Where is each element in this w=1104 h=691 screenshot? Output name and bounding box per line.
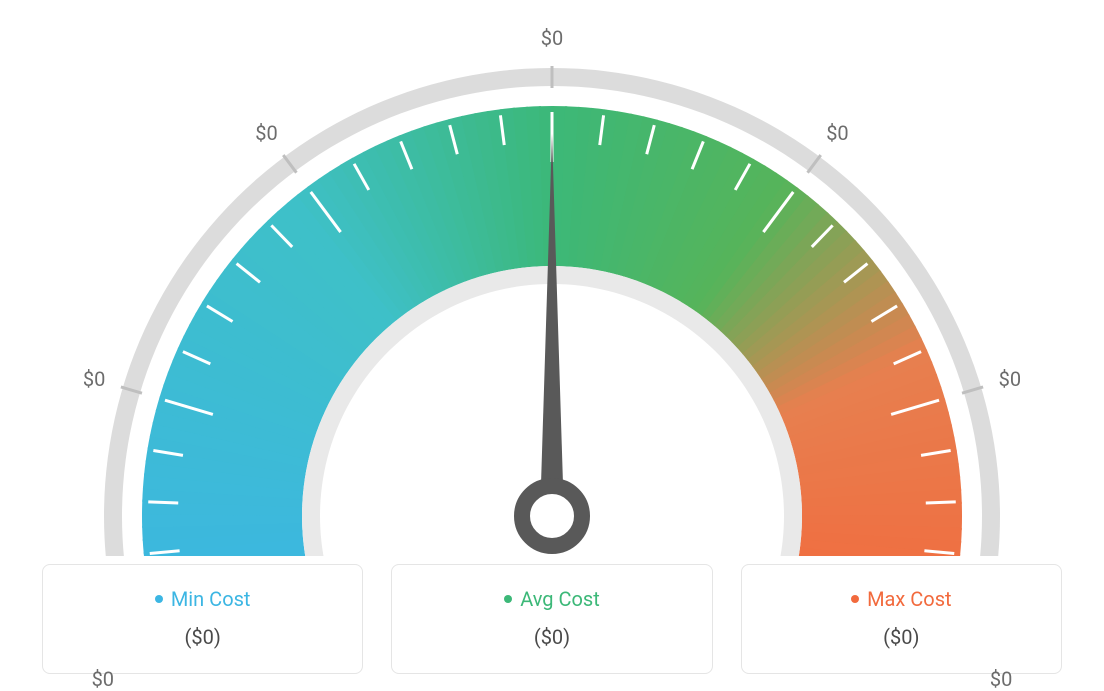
gauge-tick-label: $0 <box>255 121 277 145</box>
legend-label: Min Cost <box>171 587 251 611</box>
dot-icon <box>504 595 512 603</box>
legend-title-avg: Avg Cost <box>402 587 701 611</box>
legend-card-max: Max Cost ($0) <box>741 564 1062 674</box>
dot-icon <box>155 595 163 603</box>
gauge-tick-label: $0 <box>999 367 1021 391</box>
legend-card-min: Min Cost ($0) <box>42 564 363 674</box>
gauge-tick-label: $0 <box>541 26 563 50</box>
gauge-tick-label: $0 <box>92 667 114 691</box>
gauge-tick-label: $0 <box>826 121 848 145</box>
gauge-svg <box>42 16 1062 556</box>
gauge-tick-label: $0 <box>990 667 1012 691</box>
legend-value-min: ($0) <box>53 625 352 649</box>
legend-row: Min Cost ($0) Avg Cost ($0) Max Cost ($0… <box>42 564 1062 674</box>
legend-title-min: Min Cost <box>53 587 352 611</box>
dot-icon <box>851 595 859 603</box>
legend-label: Max Cost <box>867 587 952 611</box>
legend-card-avg: Avg Cost ($0) <box>391 564 712 674</box>
gauge-chart: $0$0$0$0$0$0$0 <box>42 16 1062 556</box>
legend-label: Avg Cost <box>520 587 600 611</box>
legend-title-max: Max Cost <box>752 587 1051 611</box>
legend-value-avg: ($0) <box>402 625 701 649</box>
gauge-tick-label: $0 <box>83 367 105 391</box>
legend-value-max: ($0) <box>752 625 1051 649</box>
